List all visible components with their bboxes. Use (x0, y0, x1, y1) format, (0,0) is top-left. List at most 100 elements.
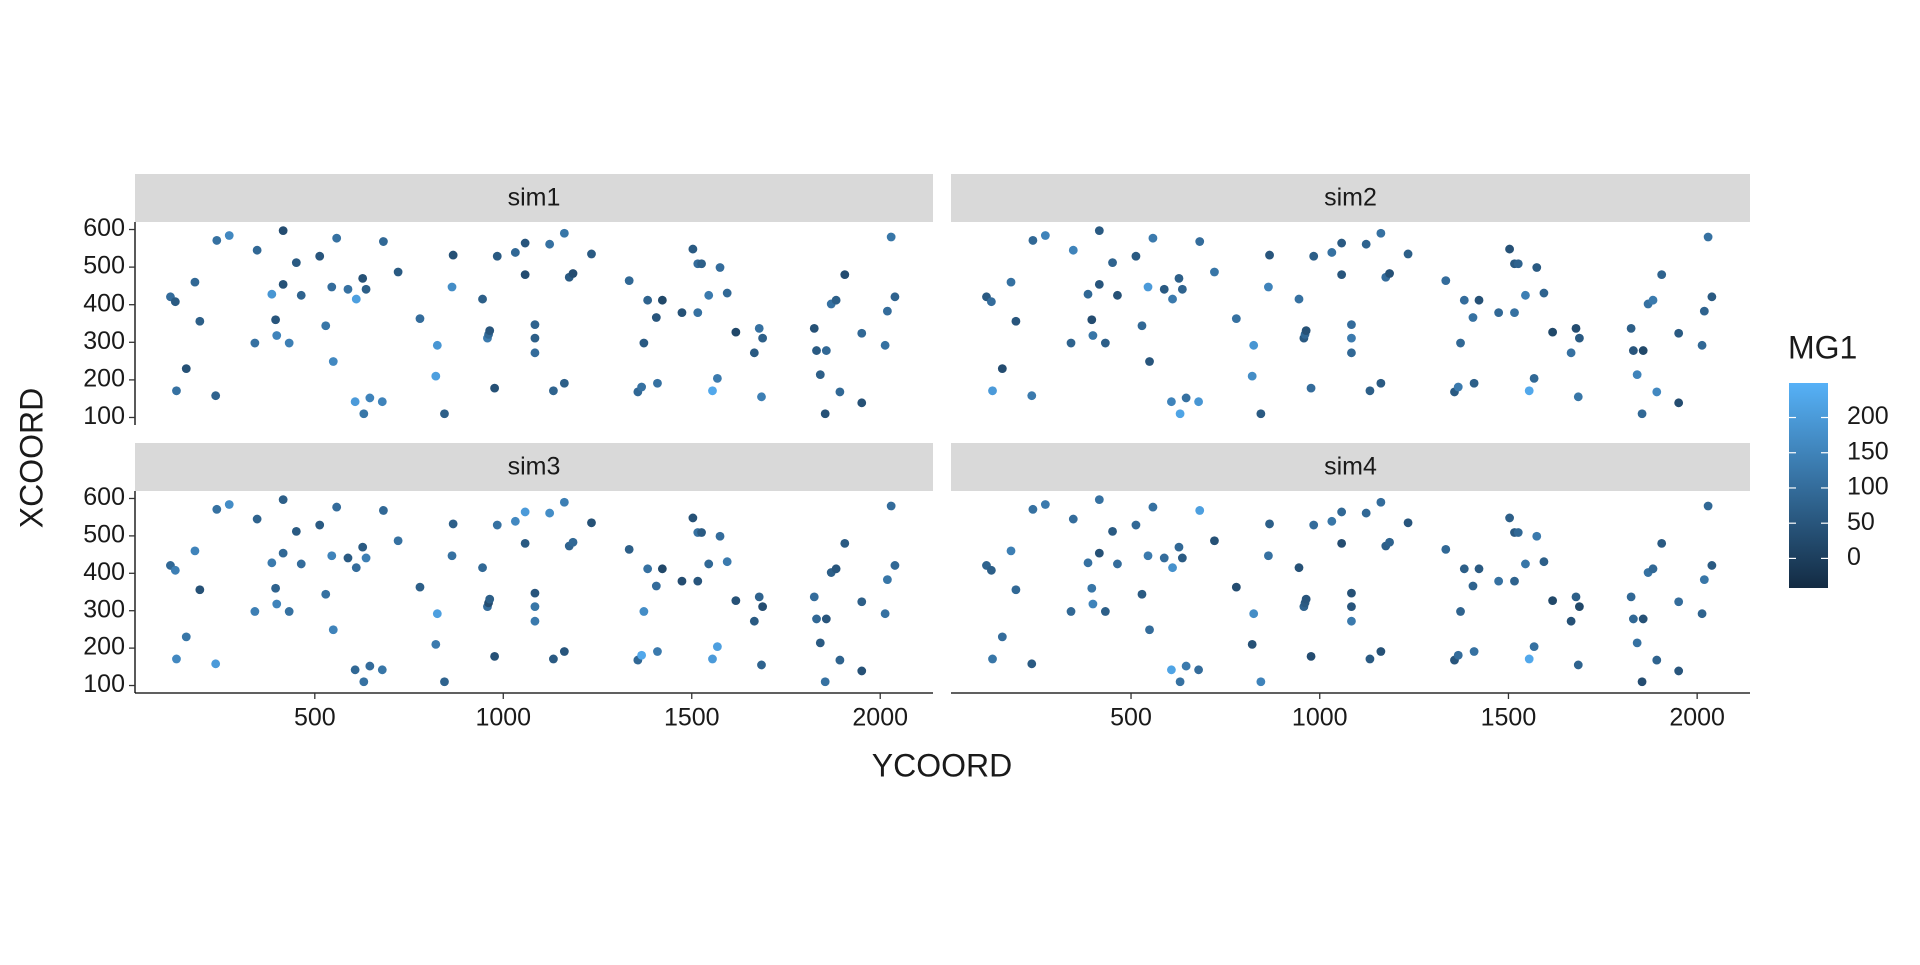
point (1231, 314, 1241, 324)
point (267, 289, 277, 299)
point (988, 654, 997, 664)
point (758, 602, 768, 611)
point (170, 297, 180, 307)
point (321, 589, 331, 599)
point (882, 306, 892, 316)
point (568, 269, 578, 278)
point (272, 331, 282, 340)
point (1474, 295, 1484, 305)
point (657, 564, 667, 574)
point (831, 564, 841, 574)
point (857, 328, 867, 338)
point (1131, 251, 1141, 261)
point (587, 518, 596, 528)
point (1697, 340, 1707, 350)
point (1195, 506, 1205, 515)
point (1087, 315, 1097, 325)
facet-label: sim1 (508, 184, 561, 212)
legend-tick-label: 150 (1847, 437, 1889, 465)
point (440, 409, 449, 419)
point (377, 665, 387, 675)
y-tick-label: 400 (83, 289, 125, 317)
point (1376, 497, 1386, 507)
point (1510, 308, 1519, 317)
point (1194, 665, 1203, 675)
point (722, 288, 732, 298)
point (809, 323, 819, 333)
point (1066, 338, 1076, 348)
point (1174, 542, 1184, 552)
facet-strip (951, 174, 1750, 222)
point (272, 599, 282, 609)
point (653, 378, 662, 388)
point (1347, 616, 1356, 626)
x-tick-label: 1500 (1481, 704, 1537, 732)
x-tick-label: 500 (1110, 704, 1152, 732)
point (327, 282, 337, 292)
point (1505, 244, 1514, 254)
point (315, 520, 325, 530)
point (559, 378, 569, 388)
point (321, 321, 331, 331)
point (332, 502, 342, 512)
point (1707, 292, 1717, 302)
point (1566, 348, 1576, 358)
point (1638, 346, 1648, 355)
point (1083, 558, 1093, 568)
point (327, 551, 337, 561)
colorbar (1789, 383, 1828, 588)
point (857, 398, 867, 408)
point (393, 267, 403, 277)
point (379, 237, 388, 246)
point (1006, 277, 1016, 287)
point (820, 409, 830, 419)
point (1337, 538, 1347, 548)
point (1539, 288, 1549, 298)
point (1628, 346, 1638, 355)
point (1494, 308, 1504, 317)
facet-strip (951, 443, 1750, 491)
point (1100, 607, 1110, 616)
point (1648, 295, 1658, 305)
point (997, 364, 1007, 374)
point (343, 284, 353, 294)
point (568, 537, 578, 547)
point (812, 346, 821, 355)
point (1707, 561, 1717, 570)
point (365, 661, 375, 671)
point (1699, 306, 1709, 316)
point (643, 295, 653, 305)
point (757, 392, 766, 402)
point (530, 320, 540, 330)
point (986, 565, 996, 575)
point (704, 290, 714, 300)
point (1385, 537, 1394, 547)
point (997, 632, 1007, 642)
point (1347, 602, 1356, 611)
point (1256, 409, 1266, 419)
point (545, 239, 555, 249)
point (857, 666, 867, 676)
point (1309, 520, 1319, 530)
point (1113, 290, 1122, 300)
point (1361, 239, 1371, 249)
point (831, 295, 841, 305)
point (181, 632, 191, 642)
point (447, 551, 457, 561)
point (1697, 609, 1707, 619)
point (1521, 290, 1530, 300)
point (693, 308, 703, 317)
point (359, 677, 369, 687)
point (1148, 233, 1158, 243)
point (1068, 245, 1078, 255)
point (651, 313, 661, 322)
point (1337, 270, 1347, 280)
point (351, 563, 361, 573)
point (1145, 357, 1154, 366)
point (1210, 536, 1219, 546)
point (1247, 371, 1257, 381)
y-tick-label: 200 (83, 364, 125, 392)
point (1703, 232, 1713, 242)
point (587, 249, 596, 259)
